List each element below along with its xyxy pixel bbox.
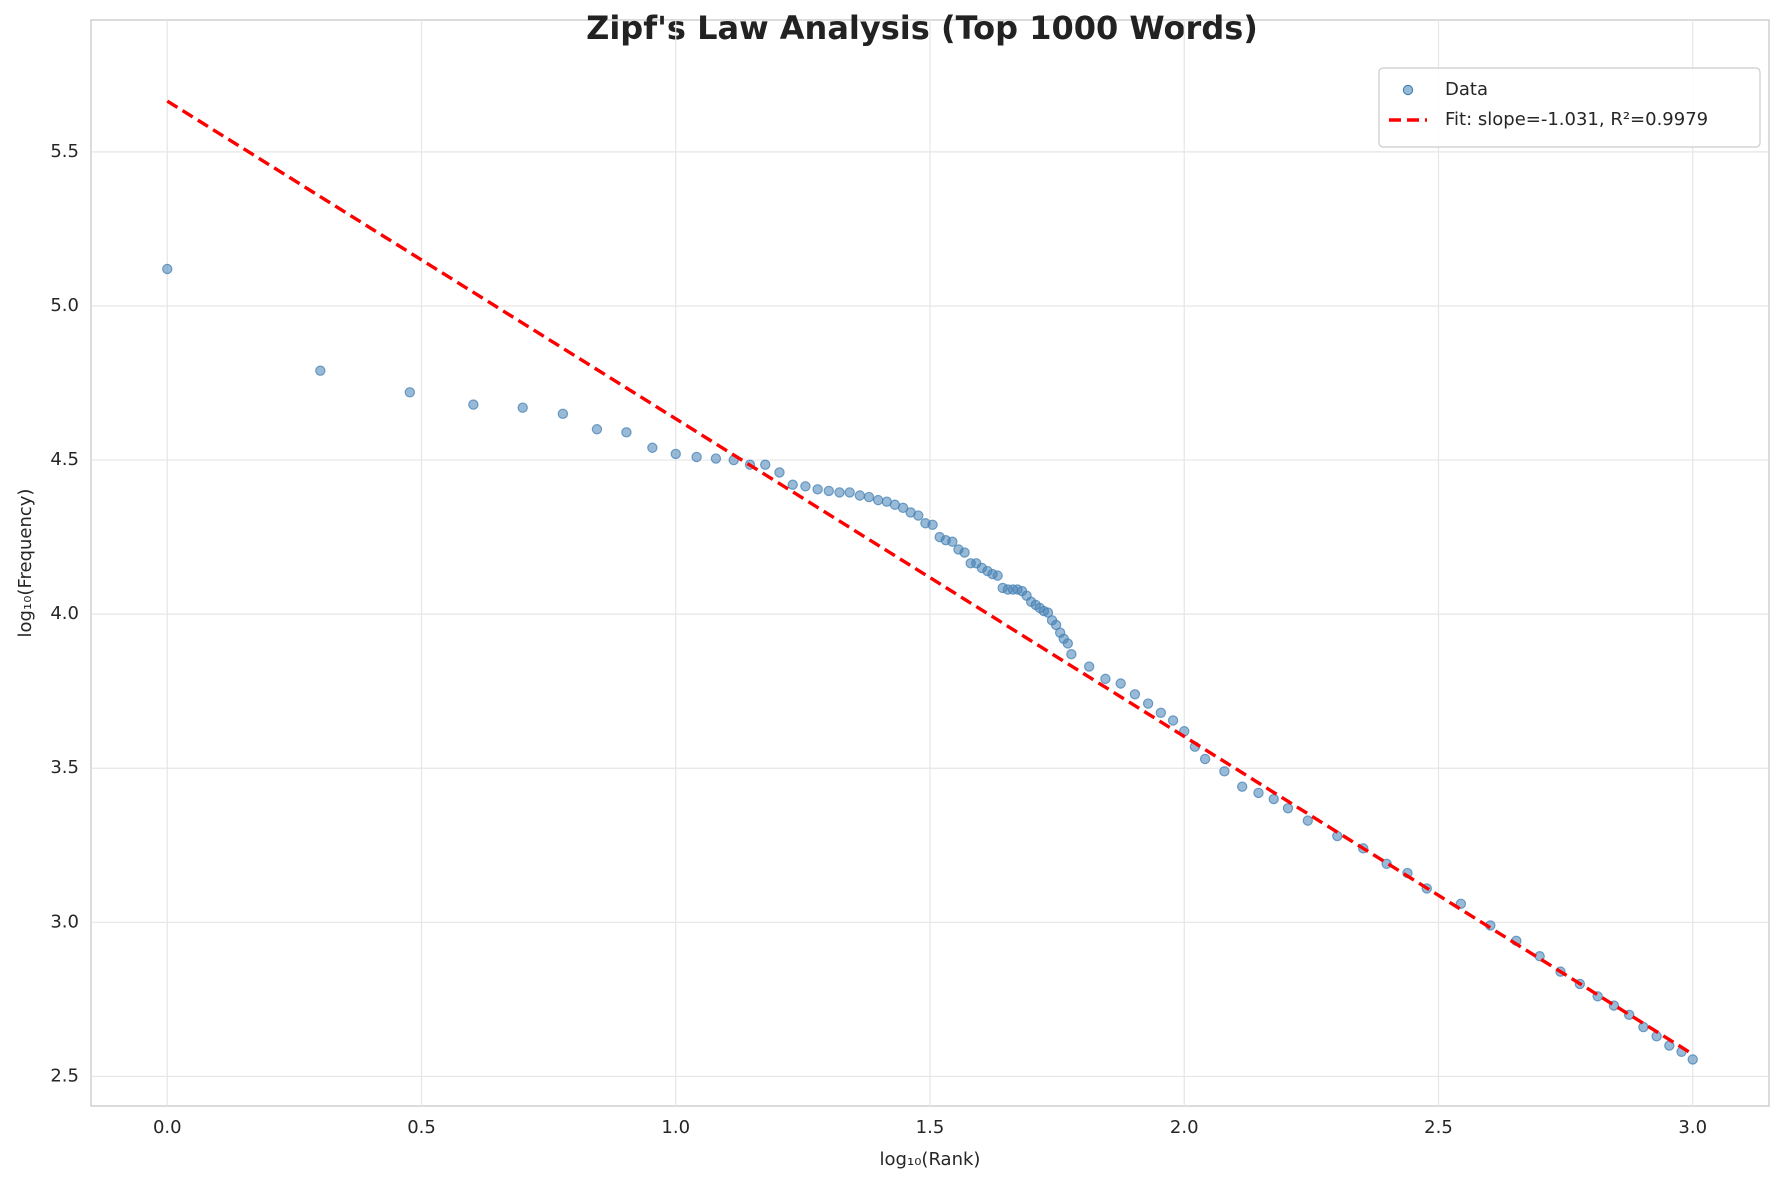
- data-point: [913, 510, 924, 521]
- data-point: [710, 453, 722, 464]
- legend-label: Fit: slope=-1.031, R²=0.9979: [1445, 109, 1708, 130]
- legend: Data Fit: slope=-1.031, R²=0.9979: [1378, 67, 1761, 148]
- y-tick-label: 4.5: [50, 449, 79, 470]
- x-axis-label: log₁₀(Rank): [880, 1149, 981, 1170]
- data-point: [1066, 649, 1077, 660]
- data-point: [1302, 815, 1314, 826]
- data-point: [1199, 753, 1211, 765]
- y-tick-label: 5.5: [50, 141, 79, 162]
- data-point: [404, 387, 416, 398]
- y-tick-label: 4.0: [50, 603, 79, 624]
- y-tick-label: 3.5: [50, 757, 79, 778]
- data-point: [844, 487, 855, 498]
- data-point: [1083, 661, 1095, 672]
- data-point: [760, 459, 771, 470]
- y-tick-label: 3.0: [50, 911, 79, 932]
- data-point: [691, 451, 702, 463]
- data-point: [1268, 793, 1279, 805]
- data-point: [992, 570, 1003, 581]
- data-point: [897, 502, 909, 514]
- legend-marker: [1402, 84, 1414, 96]
- data-point: [647, 442, 658, 453]
- data-point: [959, 547, 970, 558]
- legend-label: Data: [1445, 79, 1488, 100]
- data-point: [517, 402, 528, 413]
- data-point: [947, 536, 958, 547]
- data-point: [315, 365, 326, 376]
- data-point: [1253, 787, 1264, 799]
- data-point: [812, 484, 823, 495]
- data-point: [1687, 1054, 1698, 1065]
- data-point: [863, 491, 875, 503]
- x-tick-label: 0.0: [153, 1117, 182, 1138]
- data-point: [1062, 638, 1073, 649]
- data-point: [1332, 830, 1343, 842]
- data-point: [621, 427, 632, 438]
- data-point: [591, 424, 603, 435]
- x-tick-label: 0.5: [407, 1117, 436, 1138]
- x-tick-label: 1.0: [661, 1117, 690, 1138]
- chart-title: Zipf's Law Analysis (Top 1000 Words): [586, 9, 1258, 47]
- data-point: [823, 485, 835, 497]
- data-point: [774, 467, 785, 478]
- data-point: [800, 481, 811, 492]
- data-point: [557, 408, 569, 420]
- data-point: [787, 479, 798, 490]
- data-point: [1155, 707, 1167, 718]
- x-tick-label: 2.0: [1170, 1117, 1199, 1138]
- data-point: [1237, 781, 1248, 792]
- data-point: [1115, 678, 1126, 689]
- data-point: [854, 490, 866, 501]
- data-point: [468, 399, 479, 410]
- marks: [162, 99, 1698, 1065]
- y-tick-label: 5.0: [50, 295, 79, 316]
- y-tick-label: 2.5: [50, 1065, 79, 1086]
- data-point: [927, 519, 938, 530]
- legend-box: [1378, 67, 1761, 148]
- data-point: [1219, 766, 1230, 777]
- data-point: [1142, 698, 1154, 709]
- x-tick-label: 3.0: [1678, 1117, 1707, 1138]
- data-point: [834, 487, 845, 498]
- x-tick-label: 2.5: [1424, 1117, 1453, 1138]
- grid: 0.0 0.5 1.0 1.5 2.0 2.5 3.0 2.5 3.0 3.5 4.0 4.5 5.0 5…: [50, 20, 1769, 1138]
- data-point: [1100, 673, 1111, 685]
- y-axis-label: log₁₀(Frequency): [15, 489, 36, 638]
- data-point: [1129, 689, 1141, 700]
- x-tick-label: 1.5: [916, 1117, 945, 1138]
- data-point: [162, 263, 173, 275]
- fit-line: [166, 99, 1694, 1056]
- data-point: [1638, 1021, 1649, 1033]
- data-point: [670, 448, 681, 460]
- data-point: [872, 494, 884, 506]
- data-point: [1282, 803, 1294, 814]
- data-point: [1167, 715, 1179, 726]
